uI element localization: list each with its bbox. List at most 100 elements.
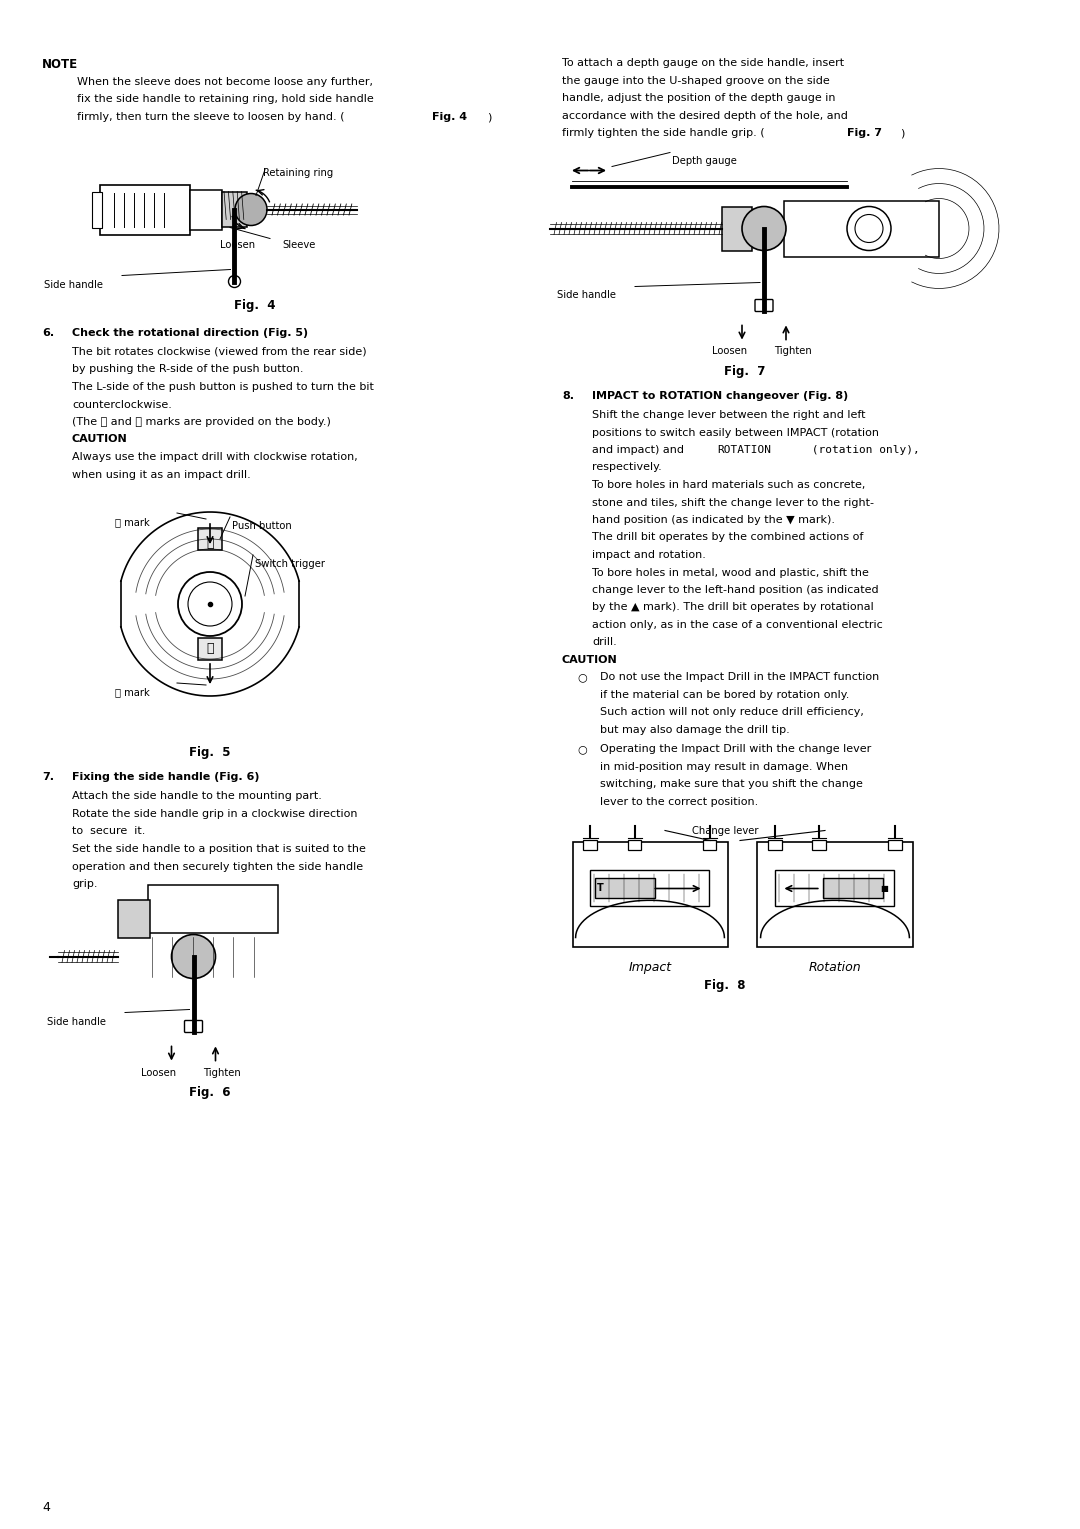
Text: stone and tiles, shift the change lever to the right-: stone and tiles, shift the change lever …: [592, 497, 874, 508]
Text: Operating the Impact Drill with the change lever: Operating the Impact Drill with the chan…: [600, 745, 872, 754]
Text: Retaining ring: Retaining ring: [264, 168, 334, 177]
Text: drill.: drill.: [592, 638, 617, 647]
Text: Sleeve: Sleeve: [282, 240, 315, 249]
Text: Set the side handle to a position that is suited to the: Set the side handle to a position that i…: [72, 844, 366, 855]
Text: ○: ○: [577, 745, 586, 754]
Text: change lever to the left-hand position (as indicated: change lever to the left-hand position (…: [592, 586, 879, 595]
Text: (rotation only),: (rotation only),: [805, 445, 920, 456]
FancyBboxPatch shape: [572, 842, 728, 948]
Text: Check the rotational direction (Fig. 5): Check the rotational direction (Fig. 5): [72, 327, 308, 338]
Text: Fig.  5: Fig. 5: [189, 746, 231, 758]
Text: 4: 4: [42, 1501, 50, 1514]
Text: Side handle: Side handle: [44, 280, 103, 289]
FancyBboxPatch shape: [92, 191, 102, 228]
FancyBboxPatch shape: [627, 841, 642, 850]
FancyBboxPatch shape: [185, 1020, 203, 1032]
Text: Ⓡ mark: Ⓡ mark: [114, 687, 150, 697]
Text: To bore holes in hard materials such as concrete,: To bore holes in hard materials such as …: [592, 480, 865, 489]
Text: To bore holes in metal, wood and plastic, shift the: To bore holes in metal, wood and plastic…: [592, 567, 869, 578]
Text: fix the side handle to retaining ring, hold side handle: fix the side handle to retaining ring, h…: [77, 95, 374, 104]
FancyBboxPatch shape: [583, 841, 597, 850]
Text: ): ): [487, 112, 491, 122]
Text: impact and rotation.: impact and rotation.: [592, 550, 706, 560]
Text: Side handle: Side handle: [557, 291, 616, 301]
Circle shape: [178, 572, 242, 636]
Text: Such action will not only reduce drill efficiency,: Such action will not only reduce drill e…: [600, 708, 864, 717]
Text: Do not use the Impact Drill in the IMPACT function: Do not use the Impact Drill in the IMPAC…: [600, 673, 879, 682]
FancyBboxPatch shape: [769, 841, 783, 850]
FancyBboxPatch shape: [888, 841, 902, 850]
Text: Fixing the side handle (Fig. 6): Fixing the side handle (Fig. 6): [72, 772, 259, 781]
Text: When the sleeve does not become loose any further,: When the sleeve does not become loose an…: [77, 76, 373, 87]
Text: Loosen: Loosen: [220, 240, 255, 249]
Text: switching, make sure that you shift the change: switching, make sure that you shift the …: [600, 780, 863, 789]
FancyBboxPatch shape: [823, 879, 882, 899]
FancyBboxPatch shape: [812, 841, 826, 850]
Text: respectively.: respectively.: [592, 462, 662, 472]
Text: Attach the side handle to the mounting part.: Attach the side handle to the mounting p…: [72, 792, 322, 801]
Text: counterclockwise.: counterclockwise.: [72, 399, 172, 410]
Text: operation and then securely tighten the side handle: operation and then securely tighten the …: [72, 861, 363, 872]
Circle shape: [235, 194, 267, 225]
Text: Push button: Push button: [232, 521, 292, 531]
Text: Side handle: Side handle: [48, 1017, 106, 1026]
Text: Tighten: Tighten: [774, 347, 812, 356]
FancyBboxPatch shape: [702, 841, 716, 850]
Text: 8.: 8.: [562, 390, 573, 401]
Text: Shift the change lever between the right and left: Shift the change lever between the right…: [592, 410, 865, 420]
FancyBboxPatch shape: [198, 528, 222, 550]
Text: firmly, then turn the sleeve to loosen by hand. (: firmly, then turn the sleeve to loosen b…: [77, 112, 345, 122]
FancyBboxPatch shape: [222, 191, 247, 226]
Text: Fig.  6: Fig. 6: [189, 1086, 231, 1098]
Text: 6.: 6.: [42, 327, 54, 338]
Text: Fig. 7: Fig. 7: [847, 128, 882, 138]
Text: IMPACT to ROTATION changeover (Fig. 8): IMPACT to ROTATION changeover (Fig. 8): [592, 390, 848, 401]
Text: Fig.  4: Fig. 4: [234, 300, 275, 312]
FancyBboxPatch shape: [190, 190, 222, 229]
Circle shape: [172, 934, 216, 979]
Text: grip.: grip.: [72, 879, 97, 888]
Text: CAUTION: CAUTION: [562, 654, 618, 665]
Text: action only, as in the case of a conventional electric: action only, as in the case of a convent…: [592, 619, 882, 630]
Text: if the material can be bored by rotation only.: if the material can be bored by rotation…: [600, 690, 849, 700]
Text: by the ▲ mark). The drill bit operates by rotational: by the ▲ mark). The drill bit operates b…: [592, 602, 874, 613]
FancyBboxPatch shape: [198, 638, 222, 661]
FancyBboxPatch shape: [100, 185, 190, 234]
FancyBboxPatch shape: [118, 899, 150, 937]
Text: CAUTION: CAUTION: [72, 434, 127, 445]
Text: to  secure  it.: to secure it.: [72, 827, 146, 836]
Text: firmly tighten the side handle grip. (: firmly tighten the side handle grip. (: [562, 128, 765, 138]
Text: Rotate the side handle grip in a clockwise direction: Rotate the side handle grip in a clockwi…: [72, 809, 357, 820]
Text: The drill bit operates by the combined actions of: The drill bit operates by the combined a…: [592, 532, 863, 543]
Text: The bit rotates clockwise (viewed from the rear side): The bit rotates clockwise (viewed from t…: [72, 347, 366, 356]
Circle shape: [742, 206, 786, 251]
Text: Loosen: Loosen: [141, 1067, 177, 1078]
Text: but may also damage the drill tip.: but may also damage the drill tip.: [600, 725, 789, 735]
Text: ○: ○: [577, 673, 586, 682]
Text: NOTE: NOTE: [42, 58, 78, 70]
Text: Fig.  7: Fig. 7: [725, 364, 766, 378]
Text: Loosen: Loosen: [712, 347, 747, 356]
FancyBboxPatch shape: [775, 870, 894, 907]
FancyBboxPatch shape: [757, 842, 913, 948]
Text: lever to the correct position.: lever to the correct position.: [600, 797, 758, 807]
Text: Depth gauge: Depth gauge: [672, 156, 737, 167]
Text: Always use the impact drill with clockwise rotation,: Always use the impact drill with clockwi…: [72, 453, 357, 462]
Text: Change lever: Change lever: [692, 827, 758, 836]
Text: T: T: [597, 884, 604, 893]
Text: by pushing the R-side of the push button.: by pushing the R-side of the push button…: [72, 364, 303, 375]
Text: ■: ■: [880, 884, 889, 893]
Text: and impact) and: and impact) and: [592, 445, 688, 456]
Text: ROTATION: ROTATION: [717, 445, 771, 456]
Text: accordance with the desired depth of the hole, and: accordance with the desired depth of the…: [562, 110, 848, 121]
Text: (The Ⓛ and Ⓡ marks are provided on the body.): (The Ⓛ and Ⓡ marks are provided on the b…: [72, 417, 330, 427]
Text: Tighten: Tighten: [203, 1067, 241, 1078]
Text: The L-side of the push button is pushed to turn the bit: The L-side of the push button is pushed …: [72, 382, 374, 391]
Text: handle, adjust the position of the depth gauge in: handle, adjust the position of the depth…: [562, 93, 836, 102]
Text: Ⓛ mark: Ⓛ mark: [114, 517, 150, 528]
FancyBboxPatch shape: [784, 200, 939, 257]
Text: Impact: Impact: [629, 962, 672, 974]
Text: Rotation: Rotation: [809, 962, 862, 974]
Text: Switch trigger: Switch trigger: [255, 560, 325, 569]
Text: Ⓡ: Ⓡ: [206, 642, 214, 656]
